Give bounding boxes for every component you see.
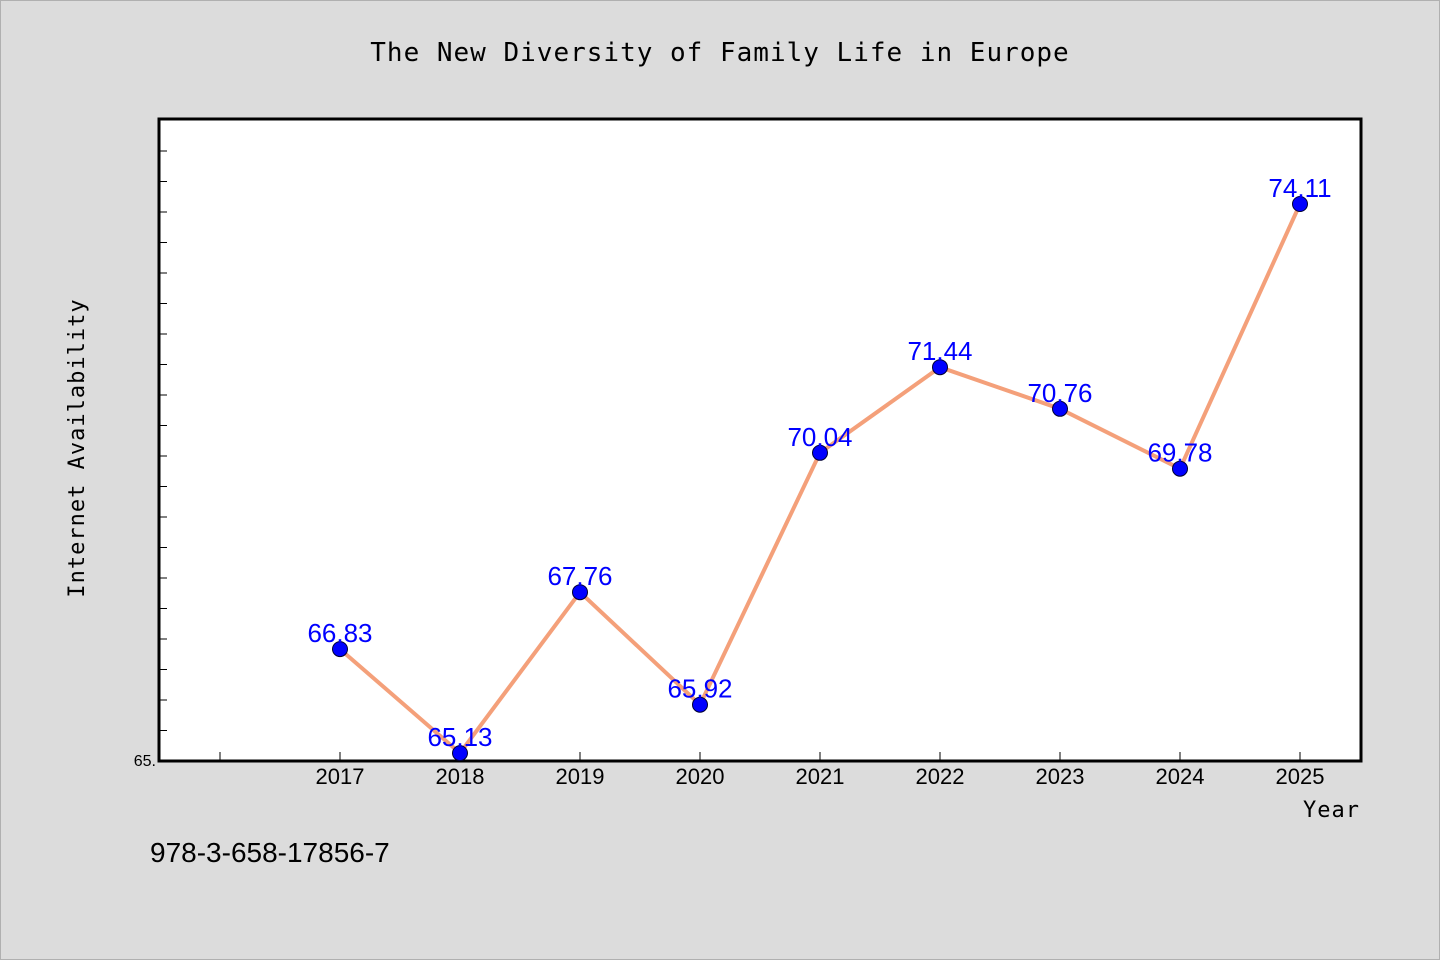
data-point	[1292, 196, 1308, 212]
data-labels-layer: 66.83 65.13 67.76 65.92 70.04 71.44 70.76 69.78…	[307, 173, 1331, 752]
data-point	[932, 359, 948, 376]
x-tick-label: 2022	[916, 764, 965, 789]
x-axis-ticks: 2017 2018 2019 2020 2021 2022 2023 2024 2025	[219, 752, 1325, 789]
x-tick-label: 2025	[1276, 764, 1325, 789]
x-tick-label: 2018	[436, 764, 485, 789]
data-point	[1172, 460, 1188, 477]
x-tick-label: 2023	[1036, 764, 1085, 789]
series-layer	[332, 196, 1308, 762]
data-label: 67.76	[547, 561, 612, 591]
data-point	[812, 444, 828, 461]
x-tick-label: 2017	[316, 764, 365, 789]
x-tick-label: 2021	[796, 764, 845, 789]
plot-area	[157, 117, 1363, 763]
x-tick-label: 2020	[676, 764, 725, 789]
x-axis-label: Year	[1303, 798, 1360, 823]
x-tick-label: 2019	[556, 764, 605, 789]
data-label: 70.76	[1027, 378, 1092, 408]
data-label: 74.11	[1268, 173, 1331, 203]
data-point	[572, 584, 588, 601]
data-label: 65.13	[427, 722, 492, 752]
data-point	[1052, 400, 1068, 417]
data-point	[692, 696, 708, 713]
y-axis-ticks	[159, 150, 167, 731]
data-label: 65.92	[667, 674, 732, 704]
data-point	[332, 641, 348, 658]
data-label: 66.83	[307, 618, 372, 648]
x-tick-label: 2024	[1156, 764, 1205, 789]
data-label: 71.44	[907, 336, 972, 366]
isbn-label: 978-3-658-17856-7	[150, 837, 390, 868]
data-point	[452, 745, 468, 762]
y-tick-label: 65.	[134, 753, 156, 770]
chart-title: The New Diversity of Family Life in Euro…	[370, 38, 1069, 68]
y-axis-label: Internet Availability	[65, 298, 90, 597]
data-label: 70.04	[787, 422, 852, 452]
data-label: 69.78	[1147, 438, 1212, 468]
